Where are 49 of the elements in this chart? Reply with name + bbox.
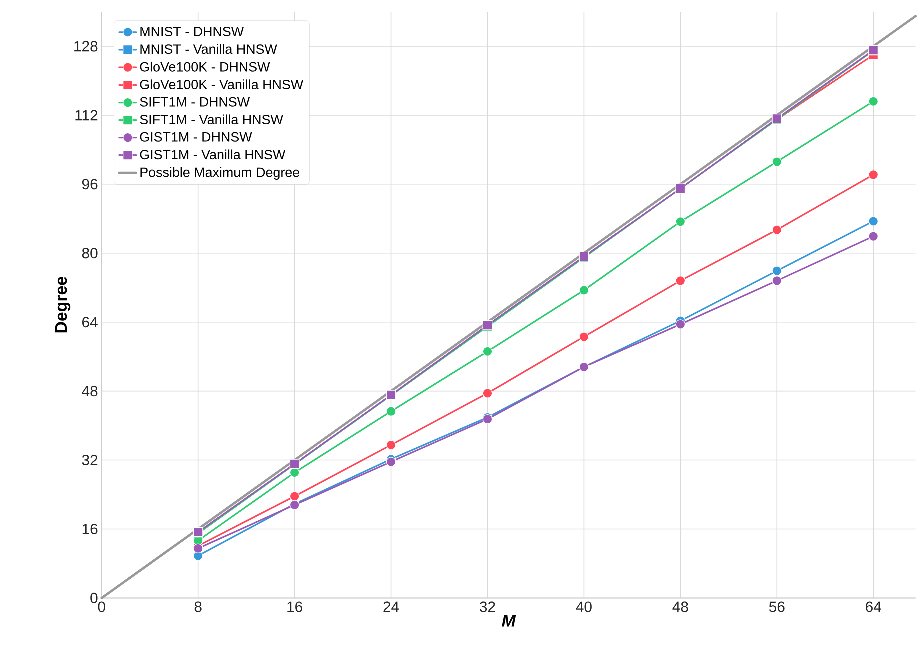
point xyxy=(579,332,590,342)
y-tick-label: 16 xyxy=(82,524,98,534)
x-tick-label: 24 xyxy=(384,602,400,612)
legend-label: MNIST - Vanilla HNSW xyxy=(140,44,278,54)
point xyxy=(868,96,878,106)
y-tick-label: 80 xyxy=(82,248,98,259)
y-tick-label: 0 xyxy=(90,592,98,604)
legend-label: Possible Maximum Degree xyxy=(140,167,300,180)
y-tick-label: 96 xyxy=(82,179,98,190)
x-tick-label: 0 xyxy=(98,602,106,612)
point xyxy=(386,440,396,450)
x-tick-label: 32 xyxy=(480,602,496,612)
y-tick-label: 112 xyxy=(76,110,98,121)
legend-label: MNIST - DHNSW xyxy=(140,26,244,36)
point xyxy=(772,276,782,286)
legend-label: GIST1M - DHNSW xyxy=(140,132,252,142)
point xyxy=(772,266,782,276)
point xyxy=(868,170,878,180)
point xyxy=(868,216,878,226)
point xyxy=(676,320,686,330)
x-tick-label: 56 xyxy=(769,602,785,612)
x-tick-label: 40 xyxy=(576,602,592,612)
x-tick-label: 16 xyxy=(288,602,302,612)
point xyxy=(868,232,878,242)
point xyxy=(676,216,686,227)
y-axis-title: Degree xyxy=(55,276,71,333)
point xyxy=(676,276,686,286)
x-tick-label: 8 xyxy=(194,602,202,612)
point xyxy=(193,544,204,554)
point xyxy=(579,286,590,296)
legend-label: SIFT1M - DHNSW xyxy=(140,97,250,107)
point xyxy=(290,492,300,502)
point xyxy=(386,406,396,416)
legend-label: GIST1M - Vanilla HNSW xyxy=(140,150,286,160)
legend-label: SIFT1M - Vanilla HNSW xyxy=(140,114,284,124)
point xyxy=(482,346,493,356)
legend-label: GloVe100K - DHNSW xyxy=(140,62,270,72)
y-tick-label: 128 xyxy=(74,41,98,52)
point xyxy=(482,388,493,398)
x-tick-label: 48 xyxy=(672,602,688,612)
x-axis-title: M xyxy=(502,615,516,627)
point xyxy=(772,157,782,167)
y-tick-label: 64 xyxy=(82,316,98,328)
y-tick-label: 48 xyxy=(82,386,98,397)
y-tick-label: 32 xyxy=(82,454,98,466)
legend-label: GloVe100K - Vanilla HNSW xyxy=(140,80,304,90)
x-tick-label: 64 xyxy=(866,602,882,612)
point xyxy=(386,457,396,467)
point xyxy=(772,225,782,235)
